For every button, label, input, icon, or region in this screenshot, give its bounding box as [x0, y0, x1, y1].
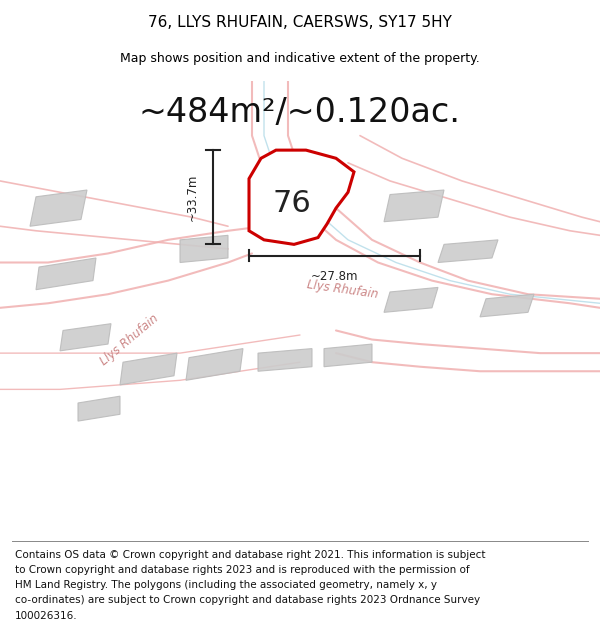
Polygon shape — [249, 150, 354, 244]
Text: to Crown copyright and database rights 2023 and is reproduced with the permissio: to Crown copyright and database rights 2… — [15, 565, 470, 575]
Text: 100026316.: 100026316. — [15, 611, 77, 621]
Text: Map shows position and indicative extent of the property.: Map shows position and indicative extent… — [120, 52, 480, 65]
Text: Llys Rhufain: Llys Rhufain — [97, 311, 161, 368]
Polygon shape — [180, 235, 228, 262]
Text: Llys Rhufain: Llys Rhufain — [305, 278, 379, 301]
Text: HM Land Registry. The polygons (including the associated geometry, namely x, y: HM Land Registry. The polygons (includin… — [15, 580, 437, 590]
Polygon shape — [438, 240, 498, 262]
Polygon shape — [480, 294, 534, 317]
Polygon shape — [186, 349, 243, 380]
Polygon shape — [384, 288, 438, 312]
Polygon shape — [384, 190, 444, 222]
Polygon shape — [78, 396, 120, 421]
Text: ~33.7m: ~33.7m — [185, 174, 199, 221]
Polygon shape — [36, 258, 96, 290]
Text: co-ordinates) are subject to Crown copyright and database rights 2023 Ordnance S: co-ordinates) are subject to Crown copyr… — [15, 596, 480, 606]
Text: 76: 76 — [272, 189, 311, 218]
Text: ~484m²/~0.120ac.: ~484m²/~0.120ac. — [139, 96, 461, 129]
Text: 76, LLYS RHUFAIN, CAERSWS, SY17 5HY: 76, LLYS RHUFAIN, CAERSWS, SY17 5HY — [148, 15, 452, 30]
Polygon shape — [120, 353, 177, 385]
Text: ~27.8m: ~27.8m — [311, 269, 358, 282]
Polygon shape — [60, 324, 111, 351]
Polygon shape — [324, 344, 372, 367]
Polygon shape — [30, 190, 87, 226]
Text: Contains OS data © Crown copyright and database right 2021. This information is : Contains OS data © Crown copyright and d… — [15, 550, 485, 560]
Polygon shape — [258, 349, 312, 371]
